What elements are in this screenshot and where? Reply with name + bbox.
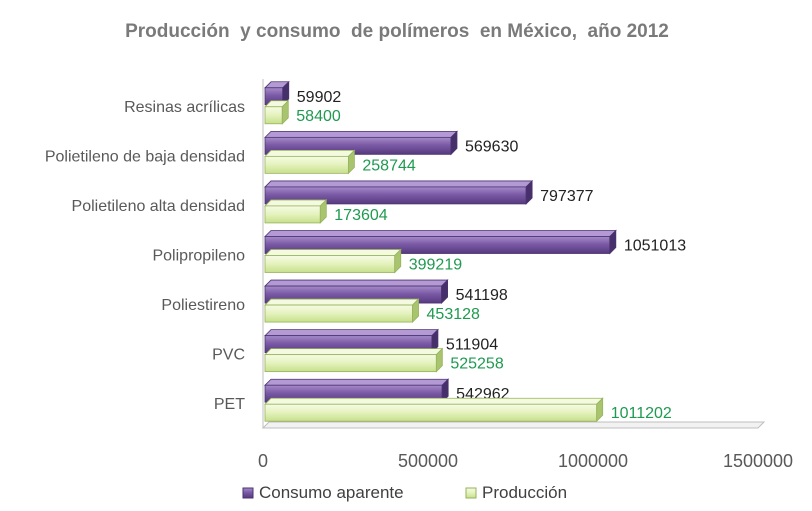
data-label: 1011202 xyxy=(611,405,672,422)
data-label: 399219 xyxy=(409,257,462,274)
bar xyxy=(264,304,413,323)
x-tick-label: 1500000 xyxy=(723,451,793,471)
legend-swatch xyxy=(465,487,477,499)
legend-label: Producción xyxy=(482,483,567,502)
data-label: 525258 xyxy=(450,356,503,373)
data-label: 258744 xyxy=(362,157,415,174)
bar-top-face xyxy=(264,397,604,405)
category-label: Resinas acrílicas xyxy=(124,99,245,116)
bar-top-face xyxy=(264,298,420,306)
legend: Consumo aparente Producción xyxy=(242,483,567,502)
x-tick-label: 500000 xyxy=(398,451,458,471)
bar-side-face xyxy=(435,347,443,373)
data-label: 569630 xyxy=(465,138,518,155)
bar xyxy=(264,205,321,224)
data-label: 59902 xyxy=(297,89,342,106)
bar-side-face xyxy=(281,99,289,125)
data-label: 797377 xyxy=(540,188,593,205)
bar-top-face xyxy=(264,329,439,337)
bar-side-face xyxy=(347,149,355,175)
bar-top-face xyxy=(264,180,534,188)
bar-top-face xyxy=(264,378,450,386)
data-label: 1051013 xyxy=(624,238,686,255)
bar-top-face xyxy=(264,149,356,157)
bar-side-face xyxy=(282,80,290,106)
bar-side-face xyxy=(609,229,617,255)
legend-swatch xyxy=(242,487,254,499)
bar-side-face xyxy=(431,328,439,354)
category-label: Polietileno de baja densidad xyxy=(45,148,245,165)
category-label: PET xyxy=(214,396,245,413)
data-label: 511904 xyxy=(446,337,498,354)
bar xyxy=(264,403,598,422)
bar-side-face xyxy=(596,397,604,423)
bar xyxy=(264,255,396,273)
bar-side-face xyxy=(394,248,402,274)
bar-top-face xyxy=(264,130,458,138)
bar-side-face xyxy=(525,179,533,205)
chart-title: Producción y consumo de polímeros en Méx… xyxy=(125,21,669,42)
data-label: 58400 xyxy=(296,108,341,125)
bar-top-face xyxy=(264,199,328,207)
x-tick-label: 1000000 xyxy=(558,451,628,471)
bar xyxy=(264,155,349,174)
bar xyxy=(264,106,283,125)
bar-side-face xyxy=(441,279,448,305)
bar-side-face xyxy=(319,198,327,224)
bar-side-face xyxy=(412,298,419,324)
category-label: Polietileno alta densidad xyxy=(72,198,245,215)
data-label: 453128 xyxy=(427,306,480,323)
category-label: PVC xyxy=(212,347,245,364)
bar xyxy=(264,354,437,373)
plot-floor xyxy=(261,421,766,429)
category-label: Polipropileno xyxy=(152,248,245,265)
bar-top-face xyxy=(264,230,617,237)
bar-top-face xyxy=(264,348,444,356)
bar-side-face xyxy=(450,130,458,156)
bar-top-face xyxy=(264,279,449,287)
category-label: Poliestireno xyxy=(161,297,245,314)
bar-side-face xyxy=(441,378,449,404)
plot-area: Resinas acrílicas 59902 58400 Polietileno d… xyxy=(45,79,793,471)
x-tick-label: 0 xyxy=(258,451,268,471)
data-label: 173604 xyxy=(334,207,387,224)
legend-label: Consumo aparente xyxy=(259,483,404,502)
data-label: 541198 xyxy=(456,287,508,304)
bar-top-face xyxy=(264,249,402,256)
